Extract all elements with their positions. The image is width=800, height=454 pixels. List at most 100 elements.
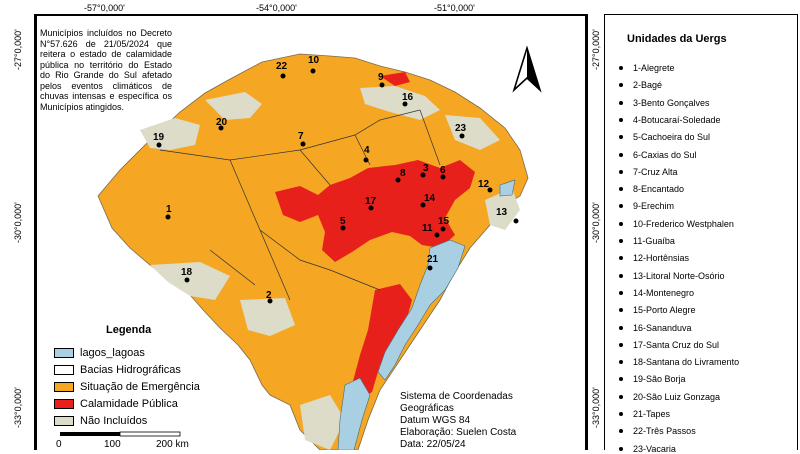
point-label-22: 22 — [276, 61, 288, 72]
point-5 — [340, 225, 346, 231]
unit-label: 16-Sananduva — [633, 322, 692, 333]
legend-item-emergency: Situação de Emergência — [54, 380, 200, 393]
point-label-15: 15 — [438, 216, 450, 227]
unit-label: 7-Cruz Alta — [633, 166, 678, 177]
point-label-4: 4 — [364, 145, 370, 156]
unit-label: 21-Tapes — [633, 409, 671, 419]
point-label-10: 10 — [308, 55, 320, 66]
excluded-east — [485, 188, 520, 230]
point-label-18: 18 — [181, 267, 193, 278]
bullet-icon — [619, 308, 623, 313]
frame-band-right — [585, 14, 588, 450]
excluded-coast — [300, 395, 345, 450]
point-label-6: 6 — [440, 165, 446, 176]
point-21 — [427, 265, 433, 271]
point-15 — [440, 226, 446, 232]
unit-item: 17-Santa Cruz do Sul — [619, 340, 719, 350]
bullet-icon — [619, 239, 623, 243]
point-1 — [165, 214, 171, 220]
legend-swatch-excluded — [54, 415, 74, 426]
legend-item-excluded: Não Incluídos — [54, 414, 147, 427]
bullet-icon — [619, 360, 623, 365]
unit-item: 18-Santana do Livramento — [619, 357, 739, 367]
unit-label: 10-Frederico Westphalen — [633, 218, 734, 229]
point-2 — [267, 298, 273, 304]
legend-label-calamity: Calamidade Pública — [80, 397, 178, 410]
legend-item-lakes: lagos_lagoas — [54, 346, 145, 359]
unit-label: 9-Erechim — [633, 201, 675, 212]
unit-item: 22-Três Passos — [619, 426, 696, 436]
bullet-icon — [619, 83, 623, 88]
bullet-icon — [619, 429, 623, 434]
bullet-icon — [619, 135, 623, 140]
point-9 — [379, 82, 385, 88]
unit-item: 23-Vacaria — [619, 444, 676, 454]
legend-swatch-emergency — [54, 381, 74, 392]
unit-item: 6-Caxias do Sul — [619, 150, 697, 160]
unit-label: 20-São Luiz Gonzaga — [633, 391, 721, 402]
units-title: Unidades da Uergs — [627, 33, 727, 45]
legend-swatch-basins — [54, 364, 74, 375]
point-label-1: 1 — [166, 204, 172, 215]
unit-label: 2-Bagé — [633, 80, 663, 91]
bullet-icon — [619, 221, 623, 226]
scale-label-100: 100 — [104, 439, 121, 450]
excluded-west — [140, 118, 200, 150]
units-panel: Unidades da Uergs 1-Alegrete 2-Bagé 3-Bent… — [604, 14, 798, 454]
unit-label: 11-Guaíba — [633, 236, 675, 246]
bullet-icon — [619, 187, 623, 192]
point-label-20: 20 — [216, 117, 228, 128]
point-label-3: 3 — [423, 163, 429, 174]
unit-item: 2-Bagé — [619, 80, 662, 90]
top-tick-2: -54°0,000' — [256, 3, 297, 13]
excluded-ne — [445, 115, 500, 150]
unit-item: 11-Guaíba — [619, 236, 675, 246]
excluded-bage — [240, 298, 295, 336]
frame-band-left — [34, 14, 37, 450]
point-label-21: 21 — [427, 254, 439, 265]
bullet-icon — [619, 256, 623, 261]
sysinfo-line-3: Datum WGS 84 — [400, 415, 471, 426]
point-3 — [420, 172, 426, 178]
north-arrow-icon — [512, 46, 542, 93]
bullet-icon — [619, 152, 623, 157]
unit-item: 13-Litoral Norte-Osório — [619, 271, 725, 281]
point-label-9: 9 — [378, 72, 384, 83]
point-label-17: 17 — [365, 196, 377, 207]
point-20 — [218, 125, 224, 131]
sysinfo-line-1: Sistema de Coordenadas — [400, 391, 513, 402]
point-22 — [280, 73, 286, 79]
point-23 — [459, 133, 465, 139]
scale-bar — [60, 431, 181, 437]
legend-label-emergency: Situação de Emergência — [80, 380, 200, 393]
unit-label: 19-São Borja — [633, 374, 686, 385]
legend-item-calamity: Calamidade Pública — [54, 397, 178, 410]
point-12 — [487, 187, 493, 193]
unit-item: 10-Frederico Westphalen — [619, 219, 734, 229]
scale-label-200: 200 km — [156, 439, 189, 450]
bullet-icon — [619, 325, 623, 330]
legend-swatch-calamity — [54, 398, 74, 409]
scale-label-0: 0 — [56, 439, 62, 450]
point-label-12: 12 — [478, 179, 490, 190]
legend-label-excluded: Não Incluídos — [80, 414, 148, 427]
unit-label: 23-Vacaria — [633, 443, 676, 454]
point-label-2: 2 — [266, 290, 272, 301]
bullet-icon — [619, 377, 623, 382]
point-7 — [300, 141, 306, 147]
bullet-icon — [619, 204, 623, 209]
bullet-icon — [619, 100, 623, 105]
unit-label: 1-Alegrete — [633, 63, 675, 73]
unit-label: 4-Botucaraí-Soledade — [633, 114, 721, 125]
legend-swatch-lakes — [54, 347, 74, 358]
bullet-icon — [619, 290, 623, 295]
legend-item-basins: Bacias Hidrográficas — [54, 363, 181, 376]
unit-item: 15-Porto Alegre — [619, 305, 696, 315]
unit-item: 14-Montenegro — [619, 288, 694, 298]
sysinfo-line-2: Geográficas — [400, 403, 454, 414]
map-caption: Municípios incluídos no Decreto N°57.626… — [40, 28, 172, 112]
point-label-8: 8 — [400, 168, 406, 179]
unit-item: 19-São Borja — [619, 374, 686, 384]
unit-item: 4-Botucaraí-Soledade — [619, 115, 721, 125]
